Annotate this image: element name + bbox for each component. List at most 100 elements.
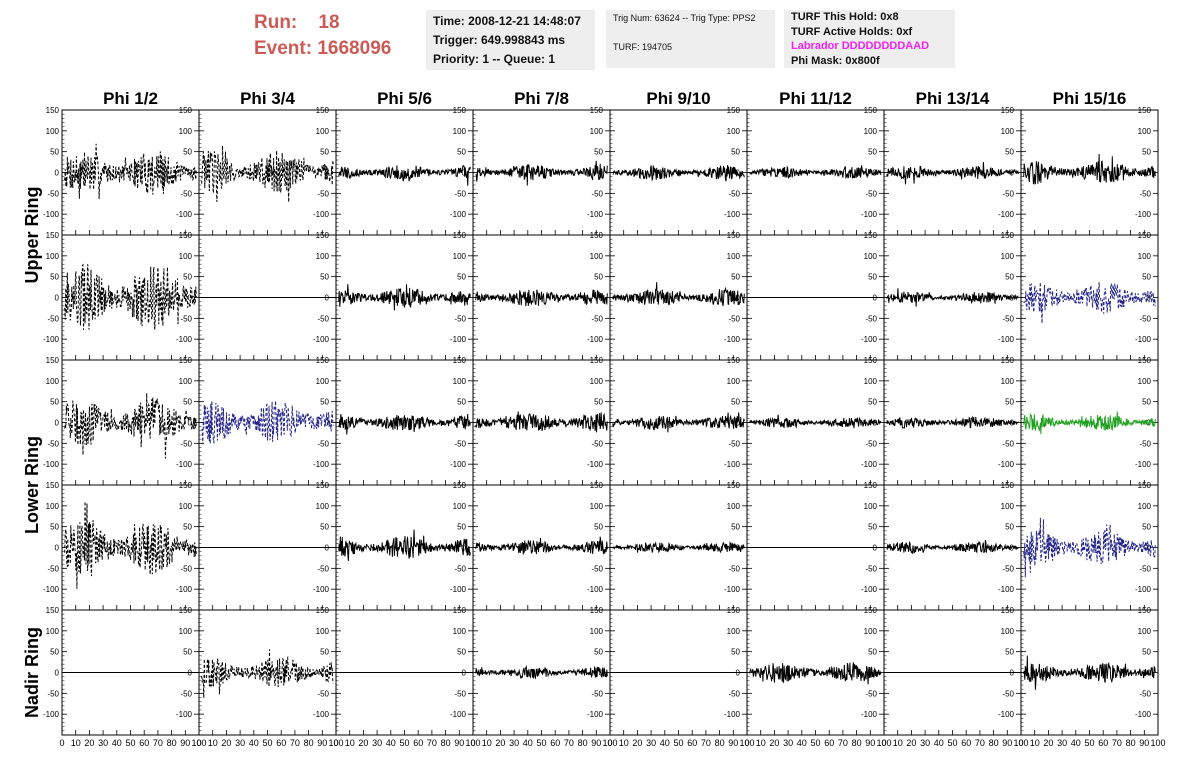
- x-tick-label: 10: [71, 738, 81, 748]
- x-tick-label: 10: [756, 738, 766, 748]
- y-tick-label: 50: [183, 273, 192, 282]
- x-tick-label: 30: [509, 738, 519, 748]
- y-tick-label: 100: [590, 127, 604, 136]
- y-tick-label: 150: [1001, 481, 1015, 490]
- run-label: Run:: [254, 12, 298, 33]
- y-tick-label: -50: [1139, 439, 1151, 448]
- x-tick-label: 70: [564, 738, 574, 748]
- y-tick-label: -50: [728, 689, 740, 698]
- y-tick-label: 0: [736, 169, 741, 178]
- x-tick-label: 20: [906, 738, 916, 748]
- y-tick-label: 100: [727, 502, 741, 511]
- y-tick-label: -100: [450, 585, 467, 594]
- y-tick-label: 50: [868, 148, 877, 157]
- trig-info-box: Trig Num: 63624 -- Trig Type: PPS2 TURF:…: [606, 10, 775, 68]
- y-tick-label: 50: [1142, 398, 1151, 407]
- y-tick-label: 150: [316, 231, 330, 240]
- waveform-trace: [886, 161, 1019, 185]
- y-tick-label: 150: [864, 106, 878, 115]
- y-tick-label: 150: [46, 231, 60, 240]
- x-tick-label: 0: [1018, 738, 1023, 748]
- y-tick-label: 50: [1005, 148, 1014, 157]
- y-tick-label: 100: [46, 127, 60, 136]
- y-tick-label: -100: [313, 460, 330, 469]
- y-tick-label: 150: [1001, 356, 1015, 365]
- y-tick-label: 150: [453, 356, 467, 365]
- x-tick-label: 90: [728, 738, 738, 748]
- x-tick-label: 60: [413, 738, 423, 748]
- y-tick-label: 100: [590, 377, 604, 386]
- y-tick-label: 100: [46, 252, 60, 261]
- y-tick-label: -100: [587, 210, 604, 219]
- y-tick-label: -50: [317, 189, 329, 198]
- column-title: Phi 15/16: [1053, 89, 1127, 108]
- y-tick-label: 100: [1138, 127, 1152, 136]
- x-tick-label: 70: [290, 738, 300, 748]
- y-tick-label: 0: [55, 169, 60, 178]
- waveform-trace: [749, 414, 882, 429]
- x-tick-label: 10: [893, 738, 903, 748]
- x-tick-label: 20: [84, 738, 94, 748]
- y-tick-label: -100: [861, 460, 878, 469]
- x-tick-label: 70: [838, 738, 848, 748]
- y-tick-label: -100: [43, 210, 60, 219]
- x-tick-label: 40: [797, 738, 807, 748]
- x-tick-label: 90: [454, 738, 464, 748]
- waveform-trace: [612, 282, 745, 307]
- waveform-trace: [1023, 517, 1156, 578]
- y-tick-label: -50: [728, 564, 740, 573]
- y-tick-label: 150: [1138, 231, 1152, 240]
- y-tick-label: 50: [320, 273, 329, 282]
- turf-info-box: TURF This Hold: 0x8 TURF Active Holds: 0…: [784, 10, 955, 68]
- y-tick-label: -100: [43, 585, 60, 594]
- y-tick-label: -50: [865, 314, 877, 323]
- y-tick-label: -100: [313, 710, 330, 719]
- x-tick-label: 100: [1150, 738, 1165, 748]
- y-tick-label: 100: [590, 252, 604, 261]
- y-tick-label: 50: [594, 523, 603, 532]
- x-tick-label: 10: [1030, 738, 1040, 748]
- x-tick-label: 90: [591, 738, 601, 748]
- x-tick-label: 40: [660, 738, 670, 748]
- ring-label: Lower Ring: [22, 436, 42, 534]
- y-tick-label: 50: [731, 273, 740, 282]
- y-tick-label: 100: [727, 252, 741, 261]
- waveform-trace: [475, 664, 608, 680]
- run-event-block: Run: 18 Event: 1668096: [254, 10, 391, 62]
- x-tick-label: 70: [427, 738, 437, 748]
- y-tick-label: 100: [1001, 127, 1015, 136]
- x-tick-label: 100: [465, 738, 480, 748]
- y-tick-label: 100: [316, 252, 330, 261]
- y-tick-label: -50: [1139, 314, 1151, 323]
- y-tick-label: 50: [731, 523, 740, 532]
- y-tick-label: 50: [50, 398, 59, 407]
- y-tick-label: 150: [316, 481, 330, 490]
- x-tick-label: 20: [495, 738, 505, 748]
- trig-num-text: Trig Num: 63624 -- Trig Type: PPS2: [613, 13, 756, 23]
- y-tick-label: 150: [864, 606, 878, 615]
- y-tick-label: -100: [998, 585, 1015, 594]
- trigger-text: Trigger: 649.998843 ms: [433, 33, 566, 47]
- waveform-trace: [64, 263, 197, 330]
- y-tick-label: 50: [868, 398, 877, 407]
- x-tick-label: 60: [687, 738, 697, 748]
- turf-text: TURF: 194705: [613, 42, 673, 52]
- x-tick-label: 50: [1084, 738, 1094, 748]
- y-tick-label: 50: [457, 148, 466, 157]
- waveform-trace: [612, 541, 745, 554]
- y-tick-label: 100: [453, 502, 467, 511]
- x-tick-label: 80: [167, 738, 177, 748]
- y-tick-label: 100: [1001, 252, 1015, 261]
- y-tick-label: -100: [43, 460, 60, 469]
- y-tick-label: -100: [1135, 710, 1152, 719]
- y-tick-label: -100: [587, 710, 604, 719]
- x-tick-label: 20: [221, 738, 231, 748]
- y-tick-label: 100: [46, 502, 60, 511]
- y-tick-label: 100: [864, 252, 878, 261]
- y-tick-label: 150: [727, 356, 741, 365]
- x-tick-label: 80: [715, 738, 725, 748]
- x-tick-label: 60: [276, 738, 286, 748]
- y-tick-label: 50: [731, 398, 740, 407]
- waveform-trace: [886, 415, 1019, 429]
- y-tick-label: -50: [454, 314, 466, 323]
